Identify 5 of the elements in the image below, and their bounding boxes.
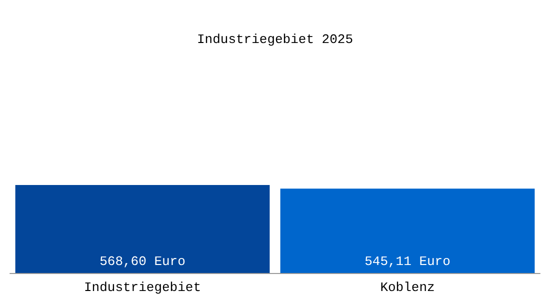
x-tick-label: Industriegebiet	[84, 280, 202, 295]
data-label: 568,60 Euro	[100, 254, 186, 269]
x-tick-label: Koblenz	[380, 280, 435, 295]
chart-title: Industriegebiet 2025	[196, 32, 354, 47]
data-label: 545,11 Euro	[364, 254, 450, 269]
